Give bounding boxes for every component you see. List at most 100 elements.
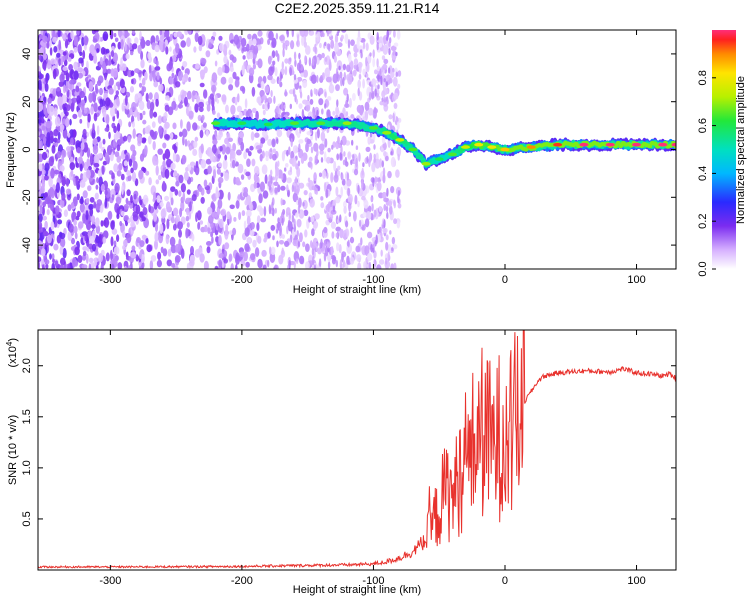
spectrogram-noise-cell bbox=[302, 202, 305, 207]
spectrogram-noise-cell bbox=[291, 184, 295, 193]
spectrogram-noise-cell bbox=[393, 42, 399, 47]
spectrogram-noise-cell bbox=[209, 93, 214, 100]
spectrogram-noise-cell bbox=[374, 176, 377, 185]
spectrogram-noise-cell bbox=[229, 54, 235, 61]
spectrogram-noise-cell bbox=[383, 35, 386, 46]
spectrogram-noise-cell bbox=[134, 37, 139, 45]
spectrogram-noise-cell bbox=[145, 170, 150, 176]
spectrogram-noise-cell bbox=[340, 139, 343, 146]
spectrogram-noise-cell bbox=[243, 220, 247, 230]
spectrogram-noise-cell bbox=[332, 199, 337, 207]
spectrogram-noise-cell bbox=[193, 46, 197, 53]
spectrogram-ridge-cell bbox=[647, 143, 653, 149]
spectrogram-noise-cell bbox=[319, 75, 323, 82]
spectrogram-noise-cell bbox=[292, 145, 299, 154]
spectrogram-noise-cell bbox=[155, 179, 160, 185]
spectrogram-noise-cell bbox=[71, 257, 77, 268]
spectrogram-noise-cell bbox=[153, 57, 157, 64]
spectrogram-noise-cell bbox=[323, 252, 327, 262]
spectrogram-noise-cell bbox=[297, 204, 301, 214]
spectrogram-noise-cell bbox=[102, 138, 106, 145]
colorbar-label: Normalized spectral amplitude bbox=[735, 76, 747, 224]
spectrogram-noise-cell bbox=[320, 131, 326, 142]
spectrogram-noise-cell bbox=[298, 143, 301, 152]
spectrogram-noise-cell bbox=[383, 78, 386, 83]
spectrogram-noise-cell bbox=[93, 201, 97, 209]
spectrogram-noise-cell bbox=[65, 177, 70, 187]
spectrogram-noise-cell bbox=[355, 145, 359, 150]
spectrogram-noise-cell bbox=[46, 40, 50, 49]
spectrogram-noise-cell bbox=[188, 77, 191, 82]
spectrogram-noise-cell bbox=[278, 79, 281, 85]
spectrogram-noise-cell bbox=[281, 151, 285, 162]
spectrogram-noise-cell bbox=[320, 202, 325, 209]
spectrogram-noise-cell bbox=[372, 247, 375, 253]
spectrogram-noise-cell bbox=[123, 160, 128, 167]
spectrogram-noise-cell bbox=[180, 183, 186, 193]
spectrogram-noise-cell bbox=[170, 244, 177, 254]
colorbar-tick-label: 0.4 bbox=[697, 166, 709, 181]
spectrogram-noise-cell bbox=[192, 122, 198, 131]
spectrogram-noise-cell bbox=[91, 128, 96, 140]
spectrogram-noise-cell bbox=[396, 30, 401, 40]
spectrogram-noise-cell bbox=[358, 73, 362, 80]
spectrogram-noise-cell bbox=[72, 113, 78, 119]
spectrogram-noise-cell bbox=[111, 228, 118, 235]
spectrogram-noise-cell bbox=[311, 228, 315, 237]
spectrogram-noise-cell bbox=[321, 52, 325, 59]
spectrogram-noise-cell bbox=[182, 128, 188, 138]
spectrogram-noise-cell bbox=[75, 215, 80, 221]
spectrogram-noise-cell bbox=[261, 249, 267, 257]
spectrogram-noise-cell bbox=[51, 144, 56, 154]
spectrogram-noise-cell bbox=[100, 47, 106, 55]
spectrogram-noise-cell bbox=[156, 195, 161, 203]
spectrogram-noise-cell bbox=[115, 90, 120, 96]
spectrogram-noise-cell bbox=[349, 256, 355, 265]
spectrogram-y-tick-label: 20 bbox=[21, 96, 33, 108]
spectrogram-noise-cell bbox=[347, 76, 353, 85]
spectrogram-noise-cell bbox=[247, 33, 252, 40]
spectrogram-noise-cell bbox=[44, 192, 49, 198]
spectrogram-noise-cell bbox=[362, 211, 367, 218]
spectrogram-noise-cell bbox=[313, 221, 319, 229]
spectrogram-noise-cell bbox=[184, 138, 188, 147]
spectrogram-noise-cell bbox=[181, 76, 185, 83]
spectrogram-noise-cell bbox=[256, 96, 262, 104]
spectrogram-noise-cell bbox=[285, 163, 289, 168]
spectrogram-noise-cell bbox=[267, 231, 271, 239]
spectrogram-noise-cell bbox=[41, 180, 46, 189]
spectrogram-noise-cell bbox=[348, 53, 352, 63]
spectrogram-noise-cell bbox=[169, 236, 176, 247]
spectrogram-noise-cell bbox=[236, 105, 242, 113]
spectrogram-noise-cell bbox=[217, 153, 221, 159]
spectrogram-noise-cell bbox=[93, 54, 98, 64]
spectrogram-noise-cell bbox=[164, 121, 170, 129]
spectrogram-noise-cell bbox=[205, 129, 209, 137]
spectrogram-noise-cell bbox=[225, 104, 229, 114]
spectrogram-noise-cell bbox=[188, 105, 192, 112]
spectrogram-noise-cell bbox=[251, 158, 256, 167]
spectrogram-noise-cell bbox=[310, 162, 313, 170]
spectrogram-noise-cell bbox=[204, 224, 208, 233]
spectrogram-noise-cell bbox=[267, 102, 270, 110]
spectrogram-noise-cell bbox=[376, 58, 379, 68]
spectrogram-noise-cell bbox=[382, 174, 386, 184]
spectrogram-noise-cell bbox=[383, 96, 387, 103]
spectrogram-noise-cell bbox=[235, 180, 242, 186]
spectrogram-noise-cell bbox=[308, 57, 312, 67]
spectrogram-noise-cell bbox=[48, 176, 53, 188]
spectrogram-noise-cell bbox=[173, 170, 178, 177]
spectrogram-noise-cell bbox=[300, 72, 305, 77]
spectrogram-noise-cell bbox=[214, 265, 219, 269]
spectrogram-noise-cell bbox=[343, 151, 346, 157]
spectrogram-noise-cell bbox=[47, 97, 52, 104]
spectrogram-noise-cell bbox=[138, 169, 144, 180]
spectrogram-noise-cell bbox=[218, 130, 224, 138]
spectrogram-noise-cell bbox=[82, 190, 88, 199]
spectrogram-noise-cell bbox=[274, 264, 277, 269]
spectrogram-noise-cell bbox=[159, 223, 164, 234]
spectrogram-noise-cell bbox=[158, 125, 163, 135]
spectrogram-noise-cell bbox=[259, 153, 263, 162]
spectrogram-noise-cell bbox=[137, 44, 142, 54]
spectrogram-noise-cell bbox=[278, 240, 285, 245]
